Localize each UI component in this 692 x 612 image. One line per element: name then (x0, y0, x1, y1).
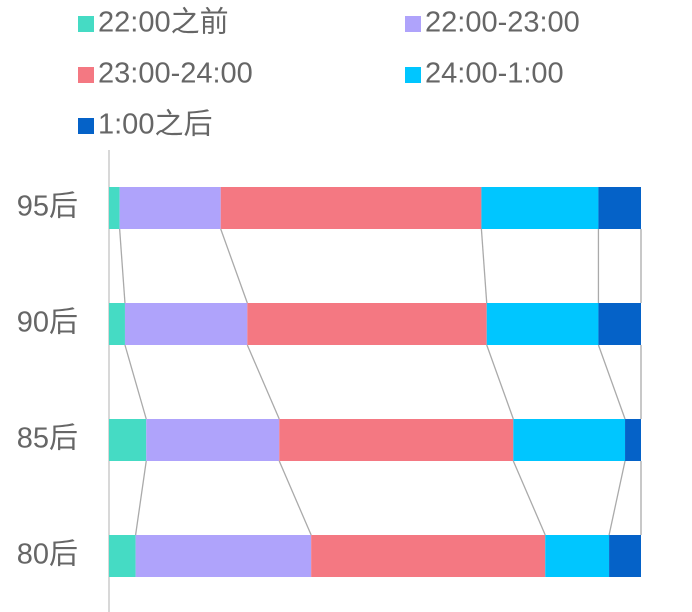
series-line (220, 228, 248, 304)
series-line (278, 460, 312, 536)
bar-segment (109, 419, 147, 461)
series-line (134, 460, 147, 536)
bar-segment (625, 419, 641, 461)
y-tick-label: 85后 (17, 422, 78, 455)
series-line (246, 344, 280, 420)
legend-marker (405, 16, 421, 32)
legend-marker (78, 118, 94, 134)
series-line (480, 228, 488, 304)
bar-segment (119, 187, 221, 229)
bar-segment (109, 187, 120, 229)
bar-segment (481, 187, 599, 229)
y-tick-label: 90后 (17, 306, 78, 339)
bar-segment (279, 419, 514, 461)
legend-label: 22:00之前 (98, 6, 229, 39)
bar-segment (135, 535, 312, 577)
legend-label: 24:00-1:00 (425, 58, 564, 90)
series-line (118, 228, 126, 304)
bar-segment (486, 303, 599, 345)
series-line (124, 344, 147, 420)
bar-segment (545, 535, 610, 577)
series-line (486, 344, 514, 420)
bar-segment (513, 419, 626, 461)
legend-marker (405, 67, 421, 83)
bar-segment (311, 535, 546, 577)
bar-segment (609, 535, 641, 577)
bar-segment (109, 535, 136, 577)
bar-segment (598, 303, 641, 345)
bar-segment (598, 187, 641, 229)
series-line (608, 460, 626, 536)
bar-segment (109, 303, 125, 345)
bar-segment (247, 303, 487, 345)
series-line (512, 460, 546, 536)
legend-label: 23:00-24:00 (98, 58, 253, 90)
bar-segment (220, 187, 482, 229)
legend-marker (78, 16, 94, 32)
y-tick-label: 80后 (17, 538, 78, 571)
bar-segment (146, 419, 280, 461)
y-tick-label: 95后 (17, 190, 78, 223)
series-line (597, 344, 626, 420)
legend-label: 22:00-23:00 (425, 7, 580, 39)
legend-label: 1:00之后 (98, 108, 212, 141)
bar-segment (124, 303, 248, 345)
legend-marker (78, 67, 94, 83)
